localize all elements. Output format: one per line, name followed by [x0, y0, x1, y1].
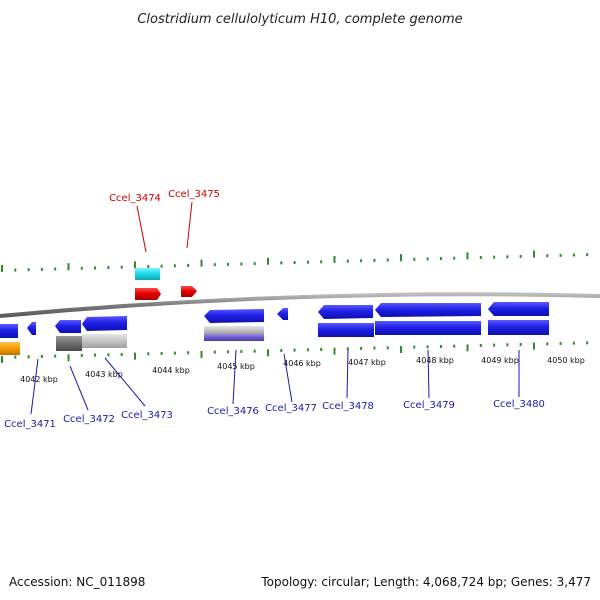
cds-feature-3471a[interactable]: [0, 324, 18, 338]
genome-summary-text: Topology: circular; Length: 4,068,724 bp…: [260, 575, 591, 589]
leader-line-3474: [136, 205, 147, 253]
gene-label-3472[interactable]: Ccel_3472: [63, 414, 115, 425]
tick-label: 4050 kbp: [547, 356, 585, 365]
accession-text: Accession: NC_011898: [9, 575, 145, 589]
cds-feature-3475[interactable]: [181, 286, 197, 297]
tick-label: 4045 kbp: [217, 362, 255, 371]
rna-feature-3474[interactable]: [135, 268, 160, 280]
leader-line-3475: [186, 201, 193, 249]
tick-labels: 4042 kbp 4043 kbp 4044 kbp 4045 kbp 4046…: [20, 356, 585, 384]
gene-label-3474[interactable]: Ccel_3474: [109, 193, 161, 204]
gene-label-3476[interactable]: Ccel_3476: [207, 406, 259, 417]
label-leader-lines: [30, 201, 520, 415]
gene-label-3478[interactable]: Ccel_3478: [322, 401, 374, 412]
leader-line-3471: [30, 358, 39, 415]
gene-label-3477[interactable]: Ccel_3477: [265, 403, 317, 414]
outer-tick-ring: [1, 250, 589, 272]
leader-line-3473: [104, 357, 146, 407]
forward-features: [135, 268, 197, 300]
gene-label-3480[interactable]: Ccel_3480: [493, 399, 545, 410]
pseudo-feature-3473[interactable]: [82, 334, 127, 348]
cds-feature-3474[interactable]: [135, 288, 161, 300]
pseudo-feature-3472[interactable]: [56, 336, 82, 351]
gene-label-3479[interactable]: Ccel_3479: [403, 400, 455, 411]
cds-feature-3479b[interactable]: [375, 321, 481, 335]
gene-labels: Ccel_3474 Ccel_3475 Ccel_3471 Ccel_3472 …: [4, 189, 545, 430]
tick-label: 4044 kbp: [152, 366, 190, 375]
reverse-features: [0, 302, 549, 355]
tick-label: 4042 kbp: [20, 375, 58, 384]
cds-feature-3472[interactable]: [55, 320, 81, 333]
cds-feature-3480b[interactable]: [488, 320, 549, 335]
gene-label-3475[interactable]: Ccel_3475: [168, 189, 220, 200]
tick-label: 4043 kbp: [85, 370, 123, 379]
leader-line-3477: [283, 353, 293, 403]
misc-feature-3471[interactable]: [0, 342, 20, 355]
leader-line-3476: [232, 349, 237, 405]
tick-label: 4046 kbp: [283, 359, 321, 368]
leader-line-3472: [69, 365, 89, 411]
cds-feature-3478a[interactable]: [318, 305, 373, 319]
gene-label-3473[interactable]: Ccel_3473: [121, 410, 173, 421]
cds-feature-3477[interactable]: [277, 308, 288, 320]
leader-line-3478: [346, 349, 349, 399]
cds-feature-3471b[interactable]: [27, 322, 36, 335]
cds-feature-3473[interactable]: [82, 316, 127, 331]
cds-feature-3476[interactable]: [204, 309, 264, 323]
inner-tick-ring: [1, 341, 589, 363]
misc-feature-3476b[interactable]: [204, 334, 264, 341]
genome-backbone: [0, 292, 600, 318]
gene-label-3471[interactable]: Ccel_3471: [4, 419, 56, 430]
misc-feature-3476a[interactable]: [204, 326, 264, 334]
map-title: Clostridium cellulolyticum H10, complete…: [137, 12, 462, 27]
tick-label: 4047 kbp: [348, 358, 386, 367]
tick-label: 4049 kbp: [481, 356, 519, 365]
leader-line-3479: [427, 349, 430, 399]
tick-label: 4048 kbp: [416, 356, 454, 365]
cds-feature-3480a[interactable]: [488, 302, 549, 316]
cds-feature-3478b[interactable]: [318, 323, 374, 337]
cds-feature-3479a[interactable]: [375, 303, 481, 317]
